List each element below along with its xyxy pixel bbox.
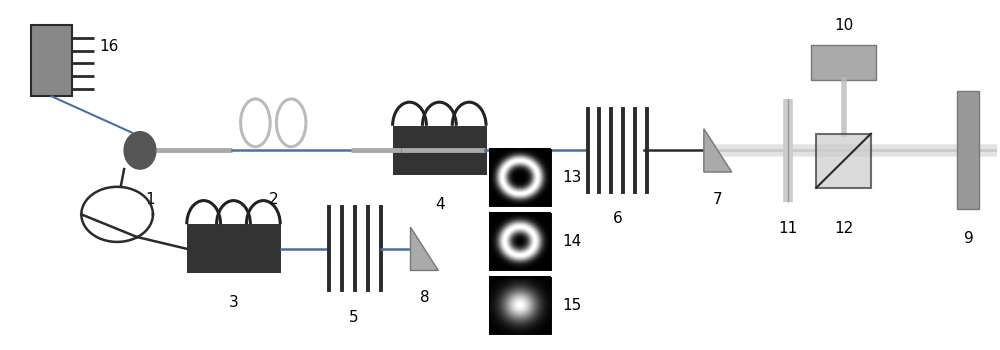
Text: 3: 3 xyxy=(229,295,239,310)
Text: 1: 1 xyxy=(145,192,155,207)
Bar xyxy=(31,26,72,96)
Text: 4: 4 xyxy=(435,197,445,212)
Bar xyxy=(187,224,281,273)
Bar xyxy=(489,214,551,271)
Bar xyxy=(489,149,551,206)
Text: 2: 2 xyxy=(268,192,278,207)
Ellipse shape xyxy=(124,132,156,169)
Text: 12: 12 xyxy=(834,221,853,236)
Bar xyxy=(489,149,551,206)
Text: 5: 5 xyxy=(349,310,359,325)
Bar xyxy=(489,277,551,335)
Bar xyxy=(816,134,871,188)
Text: 7: 7 xyxy=(713,192,723,207)
Bar xyxy=(489,277,551,335)
Text: 8: 8 xyxy=(420,290,429,305)
Text: 10: 10 xyxy=(834,18,853,33)
Text: 15: 15 xyxy=(563,299,582,313)
Polygon shape xyxy=(704,129,732,172)
Text: 16: 16 xyxy=(99,39,119,54)
Polygon shape xyxy=(411,227,438,271)
Text: 9: 9 xyxy=(964,231,973,246)
Text: 11: 11 xyxy=(779,221,798,236)
Text: 6: 6 xyxy=(612,211,622,226)
Bar xyxy=(957,91,979,209)
Bar xyxy=(393,126,487,175)
Text: 14: 14 xyxy=(563,234,582,250)
Bar xyxy=(811,45,876,79)
Text: 13: 13 xyxy=(563,170,582,186)
Bar xyxy=(489,214,551,271)
